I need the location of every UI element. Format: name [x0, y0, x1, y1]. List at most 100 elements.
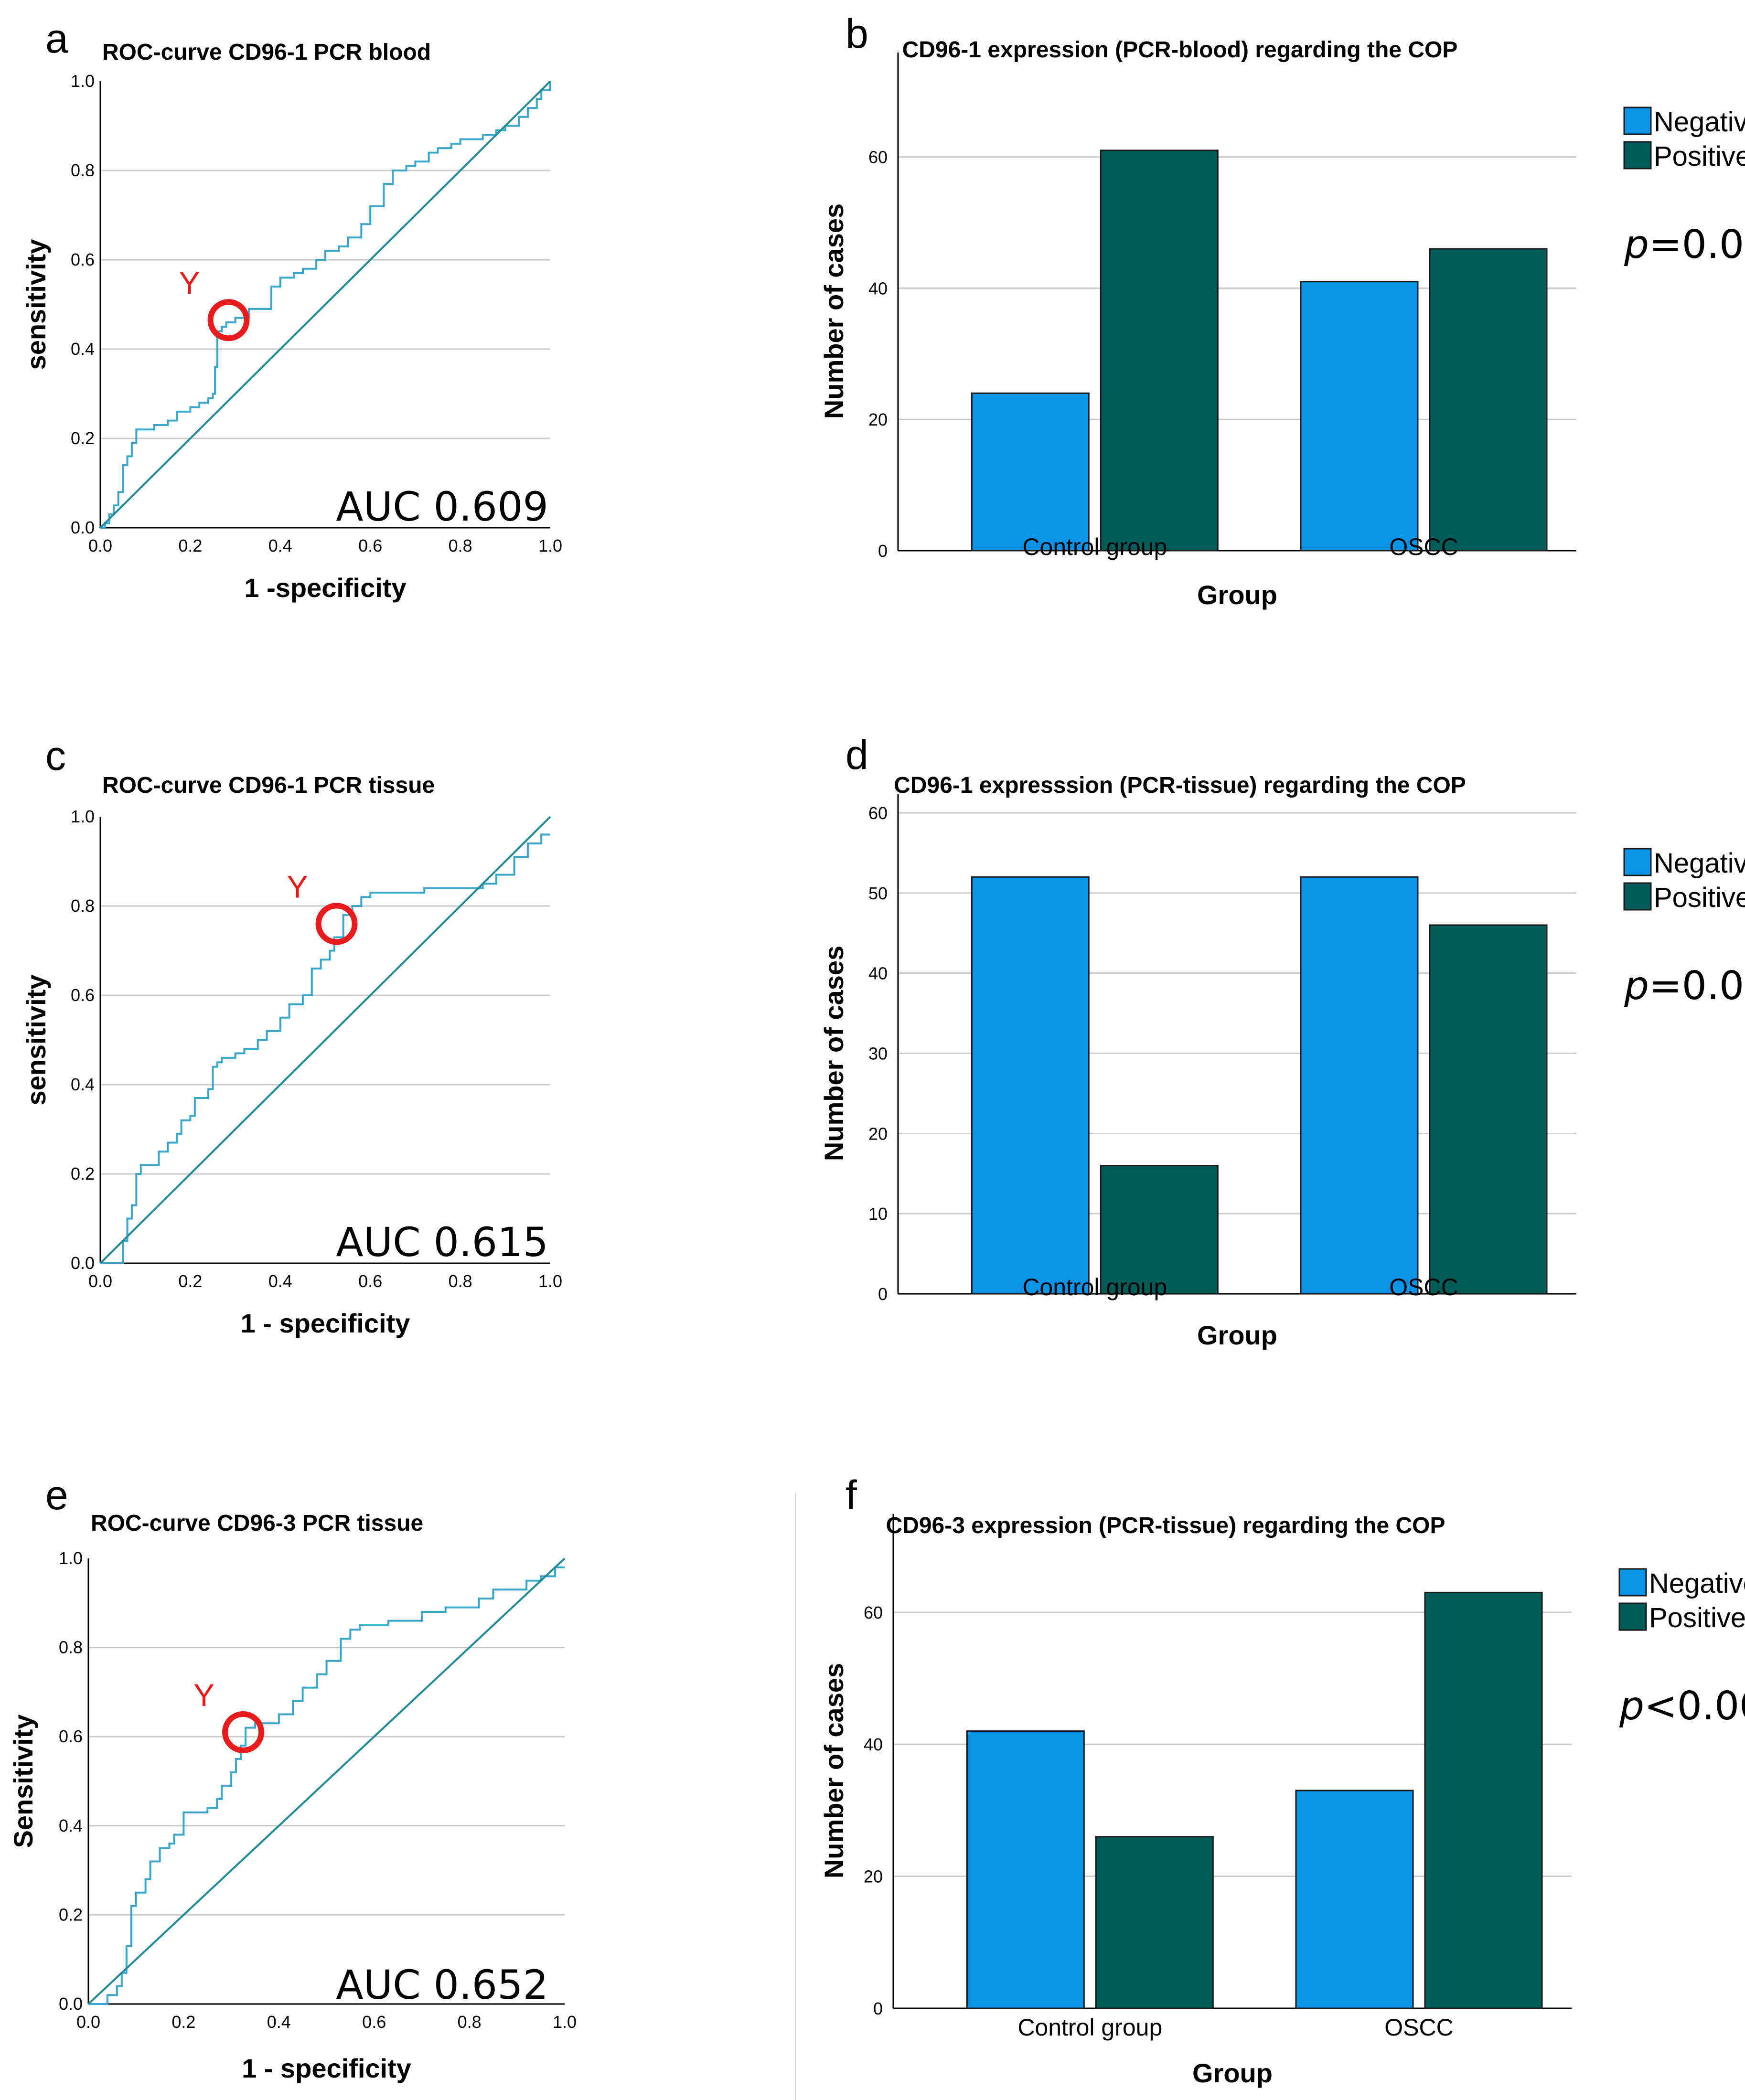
panel-e: e ROC-curve CD96-3 PCR tissue 0.0 0.2 0.4 0.6…: [8, 1472, 577, 2083]
p-value-symbol: p: [1619, 1684, 1644, 1729]
y-tick-label: 30: [868, 1044, 888, 1064]
panel-letter: e: [45, 1472, 68, 1518]
bar-negative-oscc: [1300, 876, 1419, 1295]
y-tick-label: 0.2: [71, 1164, 95, 1183]
y-tick-label: 60: [868, 148, 888, 167]
y-tick-label: 0.6: [71, 985, 95, 1005]
y-tick-label: 1.0: [71, 807, 95, 826]
p-value-symbol: p: [1624, 963, 1649, 1009]
chart-title: CD96-1 expression (PCR-blood) regarding …: [902, 37, 1458, 63]
x-tick-label: 0.4: [268, 1271, 292, 1291]
chart-title: ROC-curve CD96-1 PCR tissue: [102, 773, 435, 798]
y-axis-label: Number of cases: [819, 1663, 849, 1878]
bar-positive-control: [1100, 149, 1219, 552]
legend-label-negative: Negative: [1649, 1568, 1745, 1599]
chart-title: ROC-curve CD96-3 PCR tissue: [91, 1511, 423, 1536]
bar-positive-oscc: [1429, 924, 1548, 1295]
y-tick-label: 0: [878, 1284, 888, 1304]
p-value-number: <0.001: [1644, 1684, 1745, 1729]
reference-diagonal: [99, 80, 551, 529]
bar-negative-control: [966, 1730, 1085, 2009]
x-tick-label: 1.0: [553, 2012, 577, 2032]
panel-letter: d: [846, 732, 868, 778]
category-label: Control group: [1022, 1274, 1167, 1301]
cutoff-label: Y: [193, 1677, 214, 1713]
y-tick-label: 60: [868, 803, 888, 823]
y-tick-label: 40: [868, 964, 888, 983]
y-tick-label: 0.4: [71, 339, 95, 359]
panel-letter: b: [846, 11, 868, 57]
x-axis-label: Group: [1192, 2058, 1273, 2088]
category-label: Control group: [1022, 533, 1167, 560]
x-tick-label: 0.6: [358, 536, 382, 555]
y-axis-label: Sensitivity: [8, 1714, 38, 1848]
y-tick-label: 0.4: [59, 1816, 83, 1835]
legend-label-negative: Negative: [1654, 848, 1745, 879]
panel-letter: f: [846, 1472, 857, 1518]
bar-positive-oscc: [1424, 1591, 1543, 2009]
x-tick-label: 0.6: [362, 2012, 386, 2032]
y-tick-label: 0: [878, 541, 888, 561]
x-tick-label: 0.8: [449, 536, 472, 555]
x-tick-label: 0.2: [171, 2012, 195, 2032]
roc-curve: [88, 1566, 565, 2005]
legend-swatch-positive: [1623, 882, 1652, 911]
y-tick-label: 0.6: [59, 1727, 83, 1746]
p-value-number: =0.003: [1649, 963, 1745, 1009]
y-axis-label: Number of cases: [819, 946, 849, 1161]
panel-d: d CD96-1 expresssion (PCR-tissue) regardi…: [819, 732, 1745, 1350]
x-tick-label: 0.8: [449, 1271, 472, 1291]
x-axis-label: 1 - specificity: [241, 1308, 410, 1338]
y-tick-label: 0.8: [71, 160, 95, 180]
y-tick-label: 0.6: [71, 250, 95, 269]
y-tick-label: 0.4: [71, 1075, 95, 1094]
panel-letter: c: [45, 733, 66, 779]
y-axis-label: sensitivity: [21, 975, 51, 1106]
optimal-cutoff-marker: [207, 299, 250, 341]
x-tick-label: 0.6: [358, 1271, 382, 1291]
bar-negative-oscc: [1295, 1790, 1414, 2009]
chart-title: CD96-3 expression (PCR-tissue) regarding…: [886, 1513, 1445, 1538]
x-tick-label: 0.2: [178, 536, 202, 555]
y-tick-label: 0.8: [71, 896, 95, 916]
x-tick-label: 0.8: [458, 2012, 482, 2032]
legend-swatch-negative: [1623, 848, 1652, 876]
p-value: p<0.001: [1619, 1684, 1745, 1729]
x-tick-label: 1.0: [538, 536, 562, 555]
panel-f: f CD96-3 expression (PCR-tissue) regardin…: [819, 1472, 1745, 2088]
p-value-symbol: p: [1624, 222, 1649, 267]
bar-positive-control: [1100, 1164, 1219, 1295]
x-axis-label: Group: [1197, 1320, 1277, 1350]
category-label: OSCC: [1389, 1274, 1458, 1301]
chart-title: ROC-curve CD96-1 PCR blood: [102, 40, 431, 65]
roc-curve: [100, 833, 550, 1264]
legend-label-negative: Negative: [1654, 107, 1745, 138]
p-value-number: =0.012: [1649, 222, 1745, 267]
auc-annotation: AUC 0.609: [336, 483, 548, 530]
x-tick-label: 1.0: [538, 1271, 562, 1291]
x-tick-label: 0.0: [88, 1271, 112, 1291]
x-tick-label: 0.2: [178, 1271, 202, 1291]
p-value: p=0.003: [1624, 963, 1745, 1009]
legend-label-positive: Positive: [1654, 882, 1745, 913]
x-axis-label: Group: [1197, 580, 1277, 610]
reference-diagonal: [99, 816, 551, 1264]
x-axis-label: 1 - specificity: [242, 2053, 411, 2083]
reference-diagonal: [87, 1557, 566, 2005]
cutoff-label: Y: [179, 265, 200, 300]
x-tick-label: 0.4: [267, 2012, 291, 2032]
legend-label-positive: Positive: [1649, 1602, 1745, 1633]
optimal-cutoff-marker: [315, 903, 358, 945]
p-value: p=0.012: [1624, 222, 1745, 267]
panel-letter: a: [45, 16, 68, 62]
legend-swatch-negative: [1618, 1568, 1647, 1597]
x-tick-label: 0.0: [88, 536, 112, 555]
optimal-cutoff-marker: [222, 1711, 265, 1753]
y-tick-label: 10: [868, 1204, 888, 1224]
y-tick-label: 20: [864, 1867, 883, 1887]
category-label: Control group: [1017, 2014, 1162, 2041]
y-tick-label: 20: [868, 1124, 888, 1143]
y-tick-label: 0: [873, 1999, 883, 2018]
y-tick-label: 0.0: [71, 1253, 95, 1273]
